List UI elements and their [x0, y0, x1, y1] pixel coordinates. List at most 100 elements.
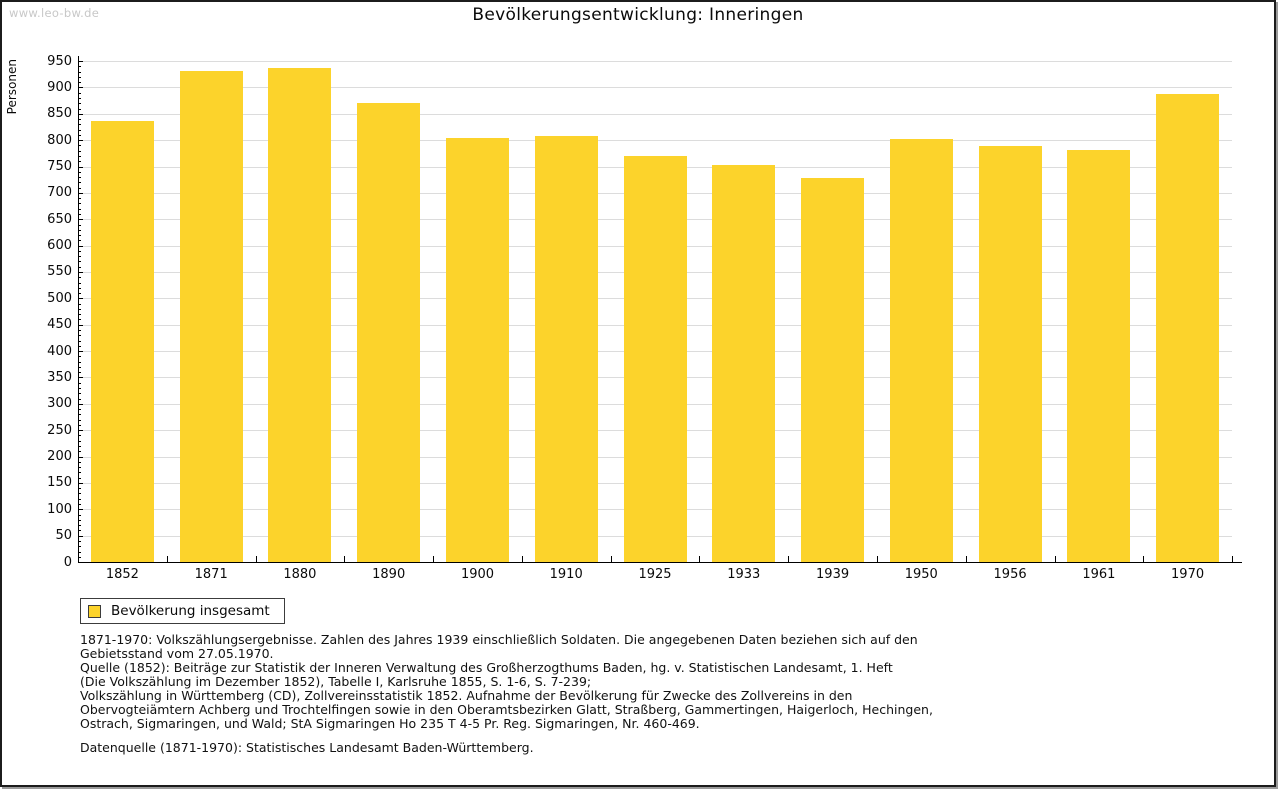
bar-1933: [712, 165, 776, 562]
datasource-note: Datenquelle (1871-1970): Statistisches L…: [80, 740, 534, 755]
y-axis-minor-tick: [79, 92, 81, 94]
y-axis-minor-tick: [79, 177, 81, 178]
x-tick-label: 1956: [993, 567, 1027, 582]
x-tick-label: 1900: [460, 567, 495, 582]
y-axis-minor-tick: [79, 256, 81, 258]
x-axis-boundary-tick: [699, 556, 701, 562]
y-axis-minor-tick: [79, 240, 81, 242]
y-axis-minor-tick: [79, 398, 81, 400]
x-tick-label: 1961: [1082, 567, 1116, 582]
y-axis-minor-tick: [79, 419, 81, 421]
y-axis-minor-tick: [79, 493, 81, 495]
bar-1900: [446, 138, 509, 562]
y-axis-major-tick: [79, 219, 83, 221]
y-axis-major-tick: [79, 298, 83, 300]
y-axis-minor-tick: [79, 124, 81, 126]
watermark: www.leo-bw.de: [9, 6, 100, 20]
x-axis-line: [78, 562, 1242, 563]
source-note-line: (Die Volkszählung im Dezember 1852), Tab…: [80, 674, 592, 689]
x-tick-label: 1880: [283, 567, 317, 582]
y-axis-minor-tick: [79, 540, 81, 542]
x-tick-label: 1910: [549, 567, 583, 582]
y-axis-minor-tick: [79, 414, 81, 416]
bar-1880: [268, 68, 332, 562]
y-tick-label: 300: [47, 396, 72, 412]
y-tick-label: 850: [47, 106, 72, 122]
y-axis-minor-tick: [79, 519, 81, 521]
y-tick-label: 450: [47, 317, 72, 333]
y-tick-label: 500: [47, 290, 72, 306]
y-axis-minor-tick: [79, 229, 81, 231]
legend: Bevölkerung insgesamt: [80, 598, 285, 624]
y-axis-minor-tick: [79, 361, 81, 363]
y-axis-minor-tick: [79, 82, 81, 84]
bar-1852: [90, 120, 154, 562]
x-axis-boundary-tick: [1143, 556, 1145, 562]
x-axis-boundary-tick: [255, 556, 257, 562]
y-axis-major-tick: [79, 245, 83, 247]
legend-label: Bevölkerung insgesamt: [111, 603, 270, 619]
y-axis-minor-tick: [79, 446, 81, 447]
bar-1890: [357, 103, 421, 562]
chart-title: Bevölkerungsentwicklung: Inneringen: [472, 5, 804, 25]
y-tick-label: 50: [55, 528, 72, 544]
x-tick-label: 1925: [638, 567, 672, 582]
y-axis-minor-tick: [79, 187, 81, 189]
y-axis-major-tick: [79, 456, 83, 458]
y-axis-minor-tick: [79, 440, 81, 442]
y-axis-minor-tick: [79, 477, 81, 479]
x-tick-label: 1852: [105, 567, 139, 582]
y-axis-minor-tick: [79, 335, 81, 337]
y-axis-minor-tick: [79, 314, 81, 316]
source-note-line: Volkszählung in Württemberg (CD), Zollve…: [80, 688, 853, 703]
x-tick-label: 1970: [1171, 567, 1205, 582]
x-axis-boundary-tick: [166, 556, 168, 562]
y-axis-minor-tick: [79, 108, 81, 110]
y-axis-title: Personen: [5, 59, 19, 115]
x-axis-boundary-tick: [1232, 556, 1233, 562]
y-tick-label: 800: [47, 132, 72, 148]
y-axis-minor-tick: [79, 366, 81, 368]
source-notes: 1871-1970: Volkszählungsergebnisse. Zahl…: [80, 633, 933, 731]
y-tick-label: 150: [47, 475, 72, 491]
y-tick-label: 750: [47, 159, 72, 174]
y-axis-minor-tick: [79, 551, 81, 553]
y-axis-major-tick: [79, 87, 83, 89]
y-axis-minor-tick: [79, 530, 81, 532]
y-axis-minor-tick: [79, 224, 81, 226]
y-axis-minor-tick: [79, 277, 81, 279]
y-axis-minor-tick: [79, 235, 81, 236]
y-axis-minor-tick: [79, 345, 81, 347]
y-axis-minor-tick: [79, 461, 81, 463]
y-axis-minor-tick: [79, 208, 81, 210]
y-axis-minor-tick: [79, 171, 81, 173]
y-tick-label: 900: [47, 79, 72, 95]
y-tick-label: 950: [47, 53, 72, 69]
bar-1939: [801, 177, 864, 562]
y-axis-major-tick: [79, 166, 83, 168]
y-axis-minor-tick: [79, 308, 81, 310]
y-axis-major-tick: [79, 562, 83, 563]
gridline: [79, 87, 1232, 89]
x-axis-boundary-tick: [876, 556, 878, 562]
y-axis-minor-tick: [79, 356, 81, 358]
y-axis-minor-tick: [79, 287, 81, 289]
y-tick-label: 100: [47, 501, 72, 517]
gridline: [79, 113, 1232, 115]
y-tick-label: 600: [47, 238, 72, 254]
y-axis-minor-tick: [79, 261, 81, 263]
y-axis-major-tick: [79, 535, 83, 537]
y-axis-minor-tick: [79, 119, 81, 120]
gridline: [79, 140, 1232, 142]
x-tick-label: 1933: [727, 567, 761, 582]
y-axis-minor-tick: [79, 150, 81, 152]
y-axis-minor-tick: [79, 556, 81, 558]
y-axis-major-tick: [79, 377, 83, 379]
bar-1956: [978, 146, 1042, 562]
y-tick-label: 200: [47, 449, 72, 464]
y-axis-minor-tick: [79, 293, 81, 294]
y-axis-major-tick: [79, 140, 83, 142]
y-axis-minor-tick: [79, 546, 81, 548]
bar-1950: [889, 139, 953, 562]
